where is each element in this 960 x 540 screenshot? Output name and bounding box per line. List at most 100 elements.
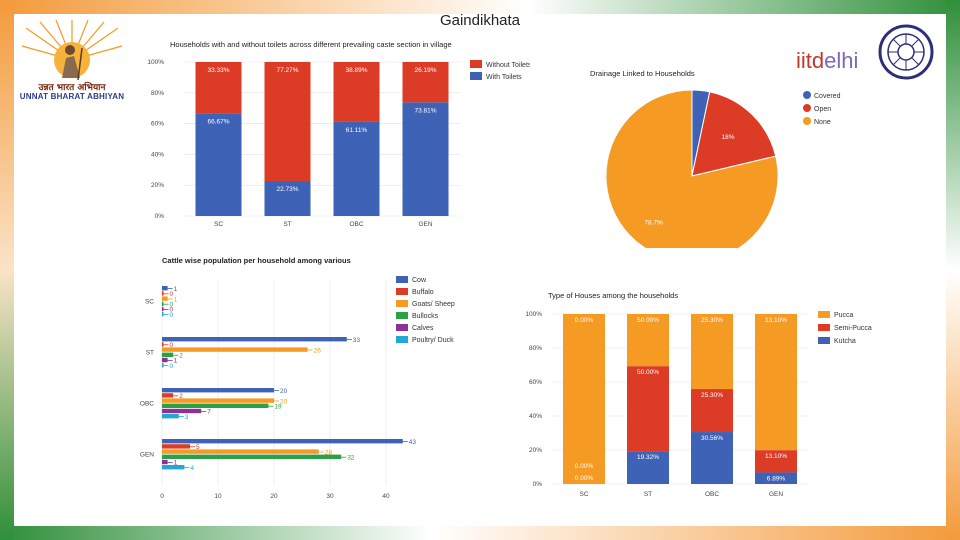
legend-swatch <box>803 91 811 99</box>
bar-segment <box>755 314 797 451</box>
bar <box>162 286 168 291</box>
data-label: 0 <box>170 302 174 309</box>
bar-segment <box>264 180 311 216</box>
legend-label: Calves <box>412 325 434 332</box>
x-tick-label: 10 <box>214 493 222 500</box>
x-tick-label: 40 <box>382 493 390 500</box>
data-label: 33 <box>353 337 361 344</box>
data-label: 0.00% <box>575 475 594 482</box>
legend-label: With Toilets <box>486 74 522 81</box>
bar <box>162 357 168 363</box>
bar <box>162 352 174 357</box>
data-label: 1 <box>174 460 178 467</box>
data-label: 61.11% <box>346 127 368 134</box>
y-tick-label: 0% <box>155 213 165 220</box>
bar-segment <box>691 314 733 390</box>
y-tick-label: 40% <box>151 151 164 158</box>
bar-segment <box>691 389 733 433</box>
legend-swatch <box>396 336 408 343</box>
legend-label: None <box>814 119 831 126</box>
legend-label: Cow <box>412 277 427 284</box>
data-label: 20 <box>280 398 288 405</box>
legend-swatch <box>396 312 408 319</box>
bar <box>162 296 168 301</box>
x-tick-label: SC <box>579 491 588 498</box>
bar-segment <box>333 121 380 216</box>
data-label: 2 <box>179 393 183 400</box>
bar-segment <box>563 314 605 484</box>
x-tick-label: OBC <box>349 221 363 228</box>
bar <box>162 439 403 444</box>
bar <box>162 465 185 470</box>
data-label: 3 <box>185 414 189 421</box>
legend-swatch <box>396 324 408 331</box>
bar-segment <box>627 366 669 452</box>
data-label: 33.33% <box>207 67 229 74</box>
slice-label: 18% <box>722 134 735 141</box>
y-tick-label: 20% <box>529 447 542 454</box>
x-tick-label: 0 <box>160 493 164 500</box>
elhi-text: elhi <box>824 48 859 73</box>
x-tick-label: 20 <box>270 493 278 500</box>
iit-seal-icon <box>878 24 934 80</box>
bar <box>162 393 174 398</box>
data-label: 28 <box>325 449 333 456</box>
bar-segment <box>402 102 449 216</box>
chart-title: Cattle wise population per household amo… <box>162 256 351 265</box>
data-label: 0 <box>170 307 174 314</box>
legend-label: Open <box>814 106 831 113</box>
data-label: 0 <box>170 363 174 370</box>
x-tick-label: SC <box>214 221 223 228</box>
y-tick-label: SC <box>145 299 154 306</box>
bar <box>162 408 202 414</box>
bar <box>162 388 274 393</box>
legend-label: Poultry/ Duck <box>412 337 454 344</box>
data-label: 73.81% <box>414 107 436 114</box>
bar <box>162 449 319 454</box>
data-label: 1 <box>174 296 178 303</box>
data-label: 0.00% <box>575 463 594 470</box>
iitdelhi-logo: iitdelhi <box>796 48 858 74</box>
bar <box>162 347 308 352</box>
y-tick-label: 0% <box>533 481 543 488</box>
y-tick-label: 100% <box>525 311 542 318</box>
data-label: 22.73% <box>276 186 298 193</box>
x-tick-label: ST <box>283 221 291 228</box>
legend-swatch <box>818 337 830 344</box>
data-label: 7 <box>207 409 211 416</box>
data-label: 20 <box>280 388 288 395</box>
bar <box>162 414 179 419</box>
bar-segment <box>402 62 449 103</box>
data-label: 0.00% <box>575 317 594 324</box>
pie-slice <box>691 91 777 177</box>
iitd-text: iitd <box>796 48 825 73</box>
bar-segment <box>627 314 669 367</box>
legend-label: Bullocks <box>412 313 439 320</box>
data-label: 19 <box>274 404 282 411</box>
data-label: 32 <box>347 455 355 462</box>
y-tick-label: 40% <box>529 413 542 420</box>
x-tick-label: GEN <box>418 221 432 228</box>
legend-swatch <box>818 311 830 318</box>
legend-swatch <box>803 117 811 125</box>
legend-swatch <box>470 60 482 68</box>
data-label: 25.30% <box>701 317 723 324</box>
data-label: 1 <box>174 358 178 365</box>
x-tick-label: GEN <box>769 491 783 498</box>
slide-title: Gaindikhata <box>439 12 521 29</box>
x-tick-label: OBC <box>705 491 719 498</box>
data-label: 13.10% <box>765 453 787 460</box>
bar <box>162 444 190 449</box>
uba-hindi-text: उन्नत भारत अभियान <box>38 83 106 93</box>
bar-segment <box>627 451 669 484</box>
pie-slice <box>605 89 779 248</box>
legend-label: Kutcha <box>834 338 856 345</box>
data-label: 50.00% <box>637 369 659 376</box>
data-label: 38.89% <box>345 67 367 74</box>
uba-english-text: UNNAT BHARAT ABHIYAN <box>19 92 125 101</box>
data-label: 30.56% <box>701 435 723 442</box>
y-tick-label: 60% <box>529 379 542 386</box>
bar-segment <box>264 62 311 181</box>
y-tick-label: OBC <box>140 401 154 408</box>
